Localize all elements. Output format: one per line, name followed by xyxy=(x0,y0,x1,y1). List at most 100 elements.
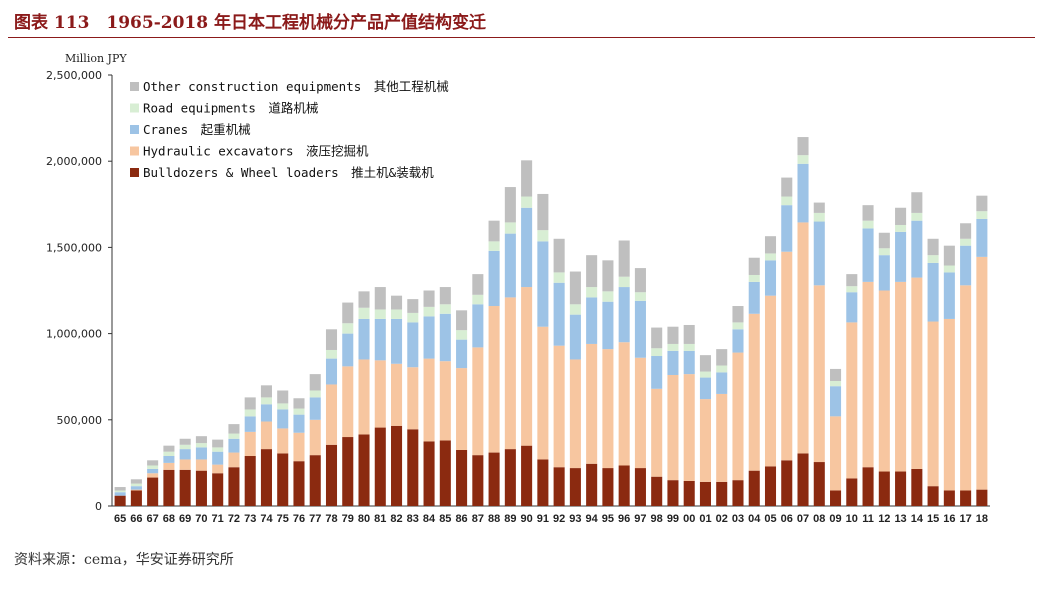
bar-segment-series-3 xyxy=(439,313,451,362)
bar-segment-series-3 xyxy=(586,297,598,344)
bar-segment-series-2 xyxy=(179,459,191,470)
bar-segment-series-2 xyxy=(813,285,825,463)
y-tick-label: 2,500,000 xyxy=(46,69,102,82)
legend-label: Road equipments 道路机械 xyxy=(143,101,319,116)
bar-segment-series-2 xyxy=(895,281,907,472)
bar-segment-series-2 xyxy=(521,287,533,446)
bar-segment-series-5 xyxy=(634,268,646,293)
bar-segment-series-5 xyxy=(732,306,744,323)
bar-segment-series-2 xyxy=(553,345,565,468)
source-note: 资料来源：cema，华安证券研究所 xyxy=(14,552,234,568)
bar-segment-series-3 xyxy=(569,314,581,360)
bar-segment-series-5 xyxy=(878,232,890,249)
bar-segment-series-4 xyxy=(277,403,289,410)
bar-segment-series-1 xyxy=(423,441,435,506)
x-tick-label: 88 xyxy=(488,513,500,525)
bar-segment-series-2 xyxy=(456,368,468,450)
bar-segment-series-4 xyxy=(537,230,549,242)
bar-segment-series-1 xyxy=(472,455,484,506)
bar-segment-series-5 xyxy=(976,195,988,212)
bar-segment-series-3 xyxy=(602,301,614,350)
bar-segment-series-1 xyxy=(537,459,549,506)
bar-segment-series-5 xyxy=(456,310,468,331)
bar-segment-series-2 xyxy=(472,347,484,456)
bar-segment-series-1 xyxy=(830,490,842,506)
bar-segment-series-3 xyxy=(960,245,972,286)
bar-segment-series-2 xyxy=(748,313,760,471)
bar-segment-series-3 xyxy=(212,451,224,465)
bar-segment-series-4 xyxy=(521,196,533,208)
bar-segment-series-1 xyxy=(358,434,370,506)
bar-segment-series-3 xyxy=(293,414,305,433)
bar-segment-series-3 xyxy=(781,205,793,252)
x-tick-label: 97 xyxy=(634,513,646,525)
x-tick-label: 08 xyxy=(813,513,825,525)
bar-segment-series-1 xyxy=(277,453,289,506)
bar-segment-series-1 xyxy=(325,444,338,506)
bar-segment-series-4 xyxy=(163,451,175,456)
bar-segment-series-3 xyxy=(683,350,695,375)
title-divider xyxy=(8,37,1035,38)
bar-segment-series-5 xyxy=(943,245,955,266)
y-tick-label: 1,500,000 xyxy=(46,241,102,254)
bar-segment-series-1 xyxy=(651,476,663,506)
bar-segment-series-4 xyxy=(147,465,159,469)
bar-segment-series-2 xyxy=(537,326,549,460)
x-tick-label: 76 xyxy=(293,513,305,525)
bar-segment-series-4 xyxy=(423,306,435,317)
bar-segment-series-3 xyxy=(878,255,890,291)
x-tick-label: 79 xyxy=(342,513,354,525)
bar-segment-series-1 xyxy=(911,468,923,506)
bar-segment-series-1 xyxy=(927,486,939,506)
bar-segment-series-3 xyxy=(943,272,955,319)
bar-segment-series-3 xyxy=(244,416,256,432)
bar-segment-series-5 xyxy=(228,424,240,434)
x-tick-label: 07 xyxy=(797,513,809,525)
x-tick-label: 71 xyxy=(212,513,224,525)
bar-segment-series-2 xyxy=(976,256,988,490)
bar-segment-series-3 xyxy=(309,397,321,420)
bar-segment-series-2 xyxy=(716,393,728,482)
x-tick-label: 90 xyxy=(520,513,532,525)
bar-segment-series-2 xyxy=(569,359,581,469)
bar-segment-series-4 xyxy=(976,211,988,219)
bar-segment-series-1 xyxy=(895,471,907,506)
x-tick-label: 85 xyxy=(439,513,451,525)
bar-segment-series-4 xyxy=(325,349,338,359)
x-tick-label: 72 xyxy=(228,513,240,525)
bar-segment-series-5 xyxy=(163,445,175,452)
bar-segment-series-3 xyxy=(716,372,728,394)
bar-segment-series-4 xyxy=(846,286,858,293)
bar-segment-series-4 xyxy=(960,238,972,246)
y-axis: 0 500,000 1,000,000 1,500,000 2,000,000 2,500… xyxy=(46,69,113,513)
bar-segment-series-3 xyxy=(862,228,874,282)
bar-segment-series-5 xyxy=(699,355,711,372)
bar-segment-series-4 xyxy=(342,323,354,334)
bar-segment-series-1 xyxy=(943,490,955,506)
bar-segment-series-4 xyxy=(830,381,842,387)
bar-segment-series-3 xyxy=(179,449,191,460)
bar-segment-series-3 xyxy=(325,358,338,385)
bar-segment-series-4 xyxy=(927,255,939,263)
x-tick-label: 77 xyxy=(309,513,321,525)
bar-segment-series-3 xyxy=(260,404,272,422)
x-tick-label: 03 xyxy=(732,513,744,525)
bar-segment-series-3 xyxy=(130,486,142,490)
bar-segment-series-4 xyxy=(472,294,484,305)
x-tick-label: 91 xyxy=(537,513,549,525)
bar-segment-series-5 xyxy=(114,487,126,491)
bar-segment-series-2 xyxy=(618,342,630,466)
bar-series-group xyxy=(114,137,988,506)
x-tick-label: 18 xyxy=(976,513,988,525)
bar-segment-series-4 xyxy=(244,409,256,417)
x-tick-label: 94 xyxy=(586,513,599,525)
x-tick-label: 70 xyxy=(195,513,207,525)
bar-segment-series-3 xyxy=(911,220,923,278)
bar-segment-series-3 xyxy=(732,329,744,353)
bar-segment-series-5 xyxy=(553,238,565,273)
bar-segment-series-4 xyxy=(781,196,793,206)
bar-segment-series-4 xyxy=(569,304,581,315)
bar-segment-series-3 xyxy=(667,350,679,375)
bar-segment-series-1 xyxy=(407,429,419,506)
bar-segment-series-4 xyxy=(586,287,598,298)
